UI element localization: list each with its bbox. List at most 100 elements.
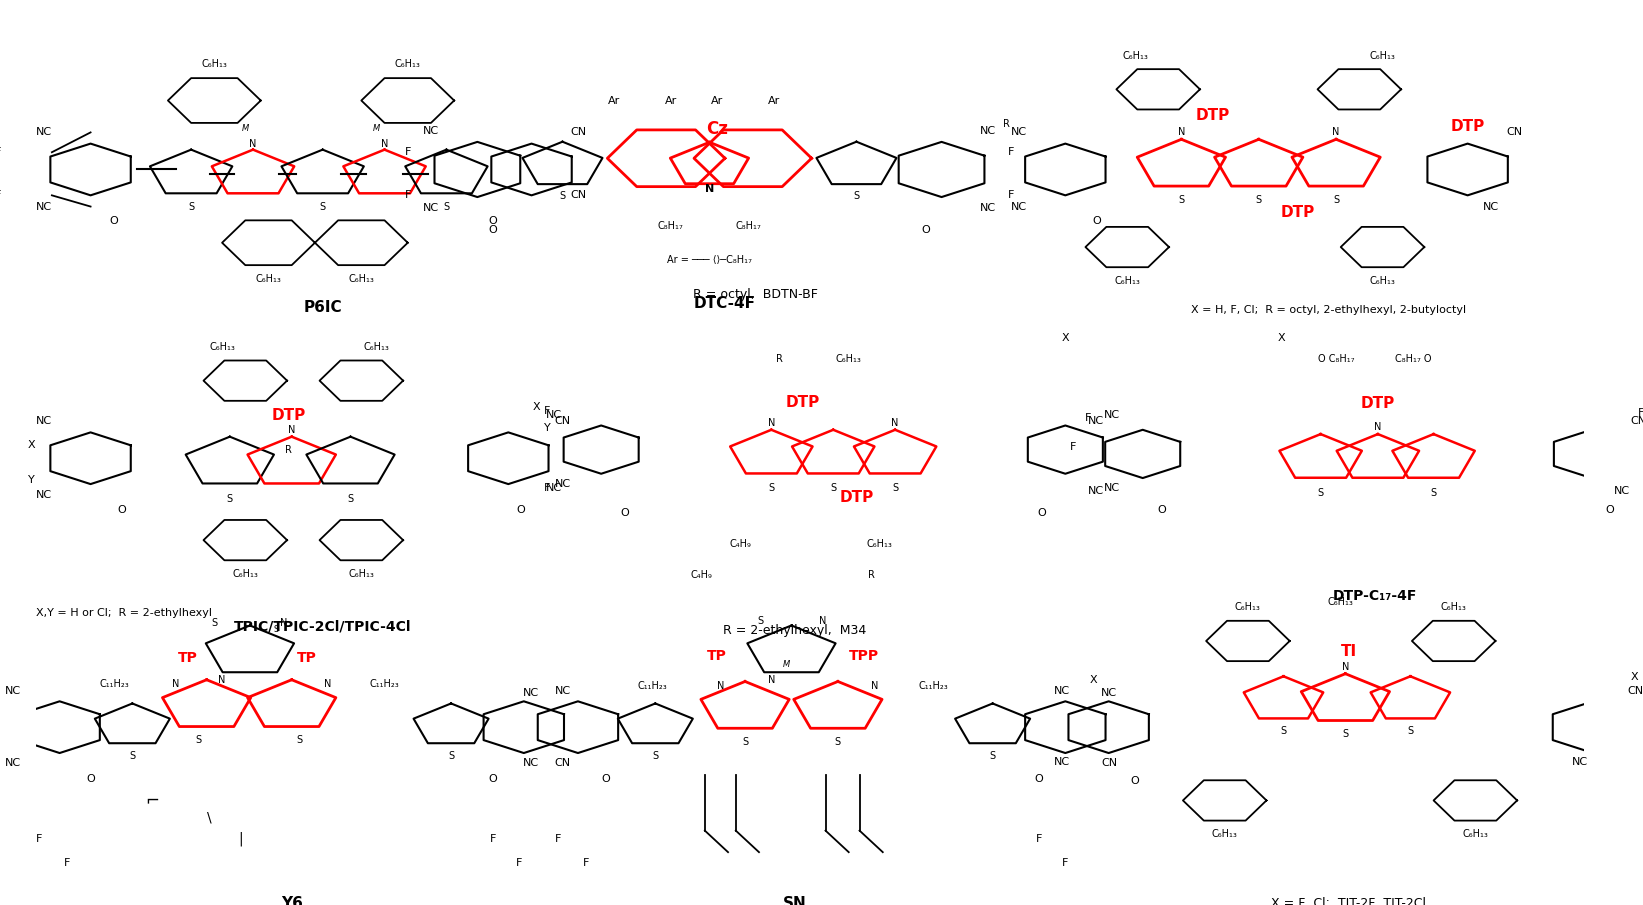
Text: NC: NC [555, 686, 570, 696]
Text: C₆H₁₃: C₆H₁₃ [363, 342, 389, 352]
Text: CN: CN [1627, 686, 1643, 696]
Text: F: F [404, 190, 411, 200]
Text: C₆H₁₃: C₆H₁₃ [394, 60, 421, 70]
Text: O: O [619, 508, 629, 518]
Text: TI: TI [1341, 643, 1357, 659]
Text: TP: TP [706, 650, 728, 663]
Text: NC: NC [1088, 486, 1104, 496]
Text: NC: NC [36, 416, 53, 426]
Text: X = H, F, Cl;  R = octyl, 2-ethylhexyl, 2-butyloctyl: X = H, F, Cl; R = octyl, 2-ethylhexyl, 2… [1191, 305, 1466, 315]
Text: NC: NC [981, 126, 996, 136]
Text: O: O [1035, 774, 1043, 784]
Text: \: \ [207, 811, 212, 824]
Text: DTC-4F: DTC-4F [693, 296, 756, 310]
Text: X,Y = H or Cl;  R = 2-ethylhexyl: X,Y = H or Cl; R = 2-ethylhexyl [36, 608, 212, 618]
Text: S: S [320, 202, 325, 212]
Text: CN: CN [570, 190, 587, 200]
Text: R: R [1004, 119, 1010, 129]
Text: O: O [516, 505, 526, 515]
Text: C₄H₉: C₄H₉ [729, 539, 751, 549]
Text: NC: NC [1053, 686, 1070, 696]
Text: Ar: Ar [711, 96, 723, 106]
Text: TPP: TPP [849, 650, 879, 663]
Text: NC: NC [422, 126, 439, 136]
Text: NC: NC [1104, 410, 1121, 420]
Text: DTP: DTP [1360, 396, 1395, 412]
Text: NC: NC [1010, 128, 1027, 138]
Text: NC: NC [522, 758, 539, 768]
Text: C₆H₁₃: C₆H₁₃ [1236, 603, 1260, 613]
Text: C₄H₉: C₄H₉ [690, 569, 713, 579]
Text: F: F [516, 858, 522, 869]
Text: NC: NC [1482, 202, 1498, 212]
Text: N: N [705, 185, 715, 195]
Text: Y: Y [544, 423, 550, 433]
Text: S: S [989, 751, 996, 761]
Text: M: M [784, 660, 790, 669]
Text: C₈H₁₇: C₈H₁₇ [657, 221, 683, 231]
Text: F: F [1035, 834, 1042, 844]
Text: O: O [488, 216, 498, 226]
Text: S: S [743, 737, 748, 747]
Text: O: O [488, 774, 498, 784]
Text: R: R [869, 569, 876, 579]
Text: C₆H₁₃: C₆H₁₃ [1441, 603, 1467, 613]
Text: S: S [1318, 488, 1324, 498]
Text: S: S [449, 751, 453, 761]
Text: S: S [444, 202, 450, 212]
Text: N: N [281, 618, 288, 628]
Text: NC: NC [1572, 757, 1589, 767]
Text: NC: NC [1010, 202, 1027, 212]
Text: F: F [1009, 190, 1014, 200]
Text: S: S [892, 483, 899, 493]
Text: SN: SN [782, 896, 807, 905]
Text: X: X [532, 402, 541, 412]
Text: R = 2-ethylhexyl,  M34: R = 2-ethylhexyl, M34 [723, 624, 866, 637]
Text: P6IC: P6IC [304, 300, 342, 315]
Text: O: O [1038, 508, 1047, 518]
Text: S: S [227, 494, 233, 504]
Text: S: S [274, 625, 279, 634]
Text: F: F [64, 858, 71, 869]
Text: Cz: Cz [706, 120, 728, 138]
Text: F: F [1638, 407, 1643, 417]
Text: Ar = ─── ⟨⟩─C₈H₁₇: Ar = ─── ⟨⟩─C₈H₁₇ [667, 255, 752, 265]
Text: S: S [1178, 195, 1185, 205]
Text: TP: TP [177, 652, 197, 665]
Text: F: F [583, 858, 588, 869]
Text: C₁₁H₂₃: C₁₁H₂₃ [370, 679, 399, 689]
Text: F: F [544, 405, 550, 415]
Text: CN: CN [1507, 128, 1523, 138]
Text: S: S [347, 494, 353, 504]
Text: F: F [490, 834, 496, 844]
Text: X: X [1089, 675, 1098, 685]
Text: DTP: DTP [785, 395, 820, 410]
Text: X = F, Cl;  TIT-2F, TIT-2Cl: X = F, Cl; TIT-2F, TIT-2Cl [1272, 898, 1426, 905]
Text: Y: Y [28, 475, 35, 485]
Text: X: X [28, 441, 36, 451]
Text: NC: NC [1088, 416, 1104, 426]
Text: NC: NC [1053, 757, 1070, 767]
Text: S: S [1408, 727, 1413, 737]
Text: C₆H₁₃: C₆H₁₃ [1213, 829, 1237, 839]
Text: S: S [757, 616, 764, 626]
Text: R: R [775, 354, 782, 364]
Text: C₁₁H₂₃: C₁₁H₂₃ [918, 681, 948, 691]
Text: M: M [242, 124, 250, 133]
Text: C₆H₁₃: C₆H₁₃ [202, 60, 227, 70]
Text: S: S [1431, 488, 1436, 498]
Text: S: S [835, 737, 841, 747]
Text: S: S [652, 751, 659, 761]
Text: N: N [173, 679, 179, 689]
Text: C₆H₁₃: C₆H₁₃ [209, 342, 235, 352]
Text: Ar: Ar [665, 96, 677, 106]
Text: O: O [488, 224, 498, 234]
Text: S: S [196, 735, 202, 745]
Text: N: N [716, 681, 725, 691]
Text: TP: TP [297, 652, 317, 665]
Text: NC: NC [36, 128, 53, 138]
Text: C₆H₁₃: C₆H₁₃ [348, 274, 375, 284]
Text: NC: NC [1613, 486, 1630, 496]
Text: X: X [1631, 672, 1638, 682]
Text: R = octyl,  BDTN-BF: R = octyl, BDTN-BF [693, 288, 818, 301]
